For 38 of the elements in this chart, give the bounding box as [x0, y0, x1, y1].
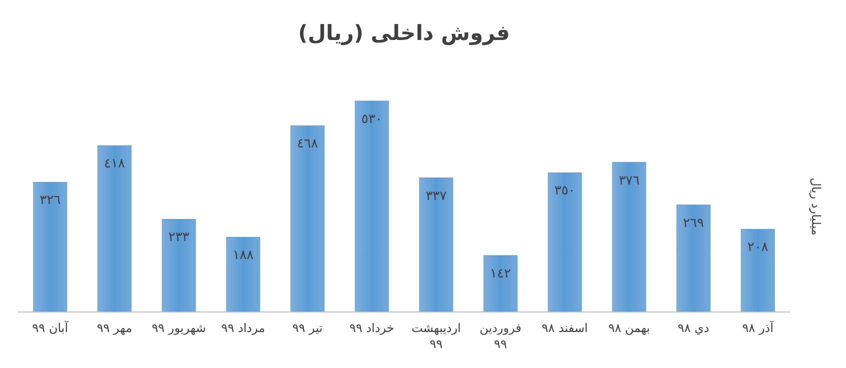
bar [740, 228, 775, 312]
data-label: ١٤٢ [490, 266, 511, 282]
bar [484, 255, 518, 312]
bar [354, 100, 389, 312]
data-label: ٤٦٨ [297, 136, 318, 152]
data-label: ٣٢٦ [40, 193, 61, 208]
data-label: ١٨٨ [232, 248, 254, 264]
data-label: ٣٣٧ [426, 188, 447, 204]
x-tick-label: اسفند ٩٨ [542, 321, 588, 335]
x-tick-label: آذر ٩٨ [742, 320, 774, 335]
bar [33, 182, 68, 312]
data-label: ٢٦٩ [683, 216, 704, 231]
x-tick-label: فروردین ٩٩ [480, 321, 522, 351]
data-label: ٢٣٣ [168, 230, 190, 246]
x-tick-label: بهمن ٩٨ [608, 321, 650, 335]
x-tick-label: آبان ٩٩ [32, 320, 69, 335]
data-label: ٤١٨ [104, 156, 125, 172]
x-tick-label: شهریور ٩٩ [152, 321, 206, 335]
bar [226, 236, 260, 312]
x-tick-label: مهر ٩٩ [96, 321, 132, 335]
data-label: ٣٥٠ [554, 184, 576, 199]
bar [162, 218, 196, 312]
bar [548, 172, 582, 312]
data-label: ٢٠٨ [747, 240, 768, 256]
bar [98, 145, 132, 312]
x-tick-label: مرداد ٩٩ [221, 321, 266, 335]
x-tick-label: تیر ٩٩ [292, 321, 323, 335]
bar [612, 162, 646, 312]
bar [676, 204, 710, 312]
chart-title: فروش داخلی (ریال) [298, 21, 510, 46]
x-tick-label: اردیبهشت ٩٩ [411, 321, 461, 351]
x-tick-label: خرداد ٩٩ [349, 321, 394, 335]
data-label: ٥٣٠ [361, 112, 382, 127]
bar [290, 125, 324, 312]
y-axis-title: میلیارد ریال [809, 178, 823, 236]
x-tick-label: دي ٩٨ [678, 321, 710, 335]
data-label: ٣٧٦ [618, 173, 640, 188]
bar [419, 178, 454, 312]
